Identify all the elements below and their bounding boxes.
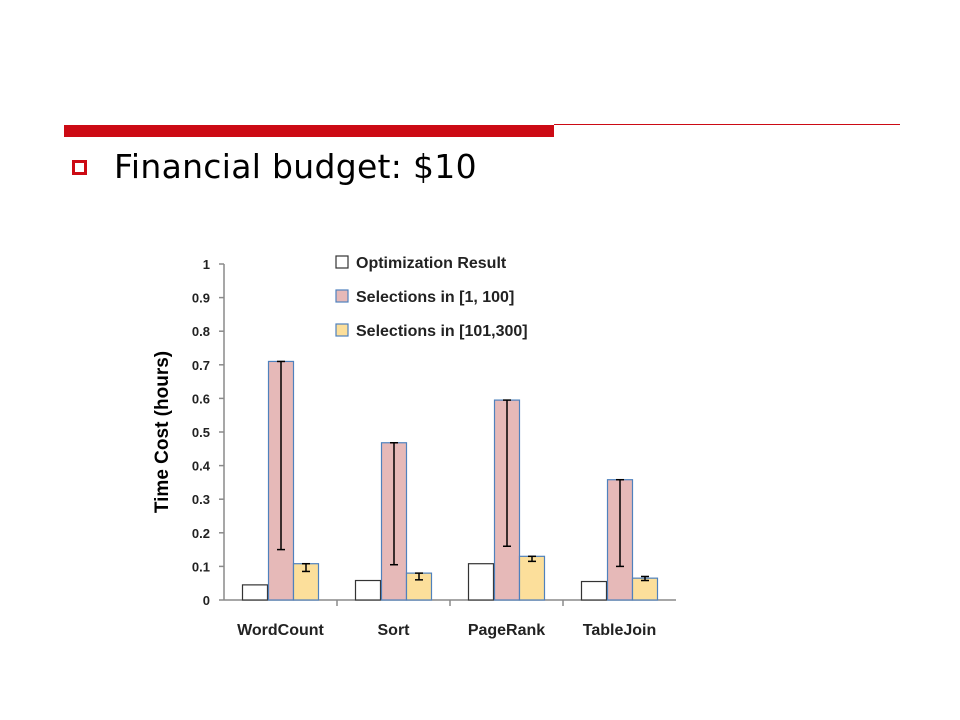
bullet-item: Financial budget: $10 [72, 142, 477, 190]
y-tick-label: 0.4 [192, 459, 211, 474]
bar-sel-101-300 [518, 555, 546, 601]
y-tick-label: 0.9 [192, 291, 210, 306]
legend-swatch [335, 255, 349, 269]
y-tick-label: 0 [203, 593, 210, 608]
x-tick-label: PageRank [468, 622, 545, 639]
y-tick-label: 0.3 [192, 492, 210, 507]
legend-label: Selections in [101,300] [356, 323, 528, 340]
legend-label: Selections in [1, 100] [356, 289, 514, 306]
bar-optimization [354, 579, 382, 601]
y-tick-label: 0.7 [192, 358, 210, 373]
y-tick-label: 1 [203, 257, 210, 272]
y-axis-label: Time Cost (hours) [152, 351, 173, 513]
bar-optimization [467, 563, 495, 601]
bullet-text: Financial budget: $10 [114, 146, 477, 186]
legend-swatch [335, 323, 349, 337]
bar-optimization [580, 580, 608, 601]
y-tick-label: 0.5 [192, 425, 210, 440]
y-tick-label: 0.8 [192, 324, 210, 339]
y-tick-label: 0.1 [192, 559, 210, 574]
bar-optimization [241, 584, 269, 601]
bar-sel-101-300 [631, 577, 659, 601]
y-tick-label: 0.6 [192, 391, 210, 406]
legend-label: Optimization Result [356, 255, 507, 272]
square-bullet-icon [72, 159, 87, 175]
x-tick-label: Sort [378, 622, 411, 639]
title-rule-thin [554, 124, 900, 125]
x-tick-label: TableJoin [583, 622, 657, 639]
y-tick-label: 0.2 [192, 526, 210, 541]
title-rule-thick [64, 125, 554, 137]
x-tick-label: WordCount [237, 622, 324, 639]
legend-swatch [335, 289, 349, 303]
bar-chart: 0 0.1 0.2 0.3 0.4 0.5 0.6 0.7 0.8 0.9 1 Time Cost (… [152, 255, 676, 639]
